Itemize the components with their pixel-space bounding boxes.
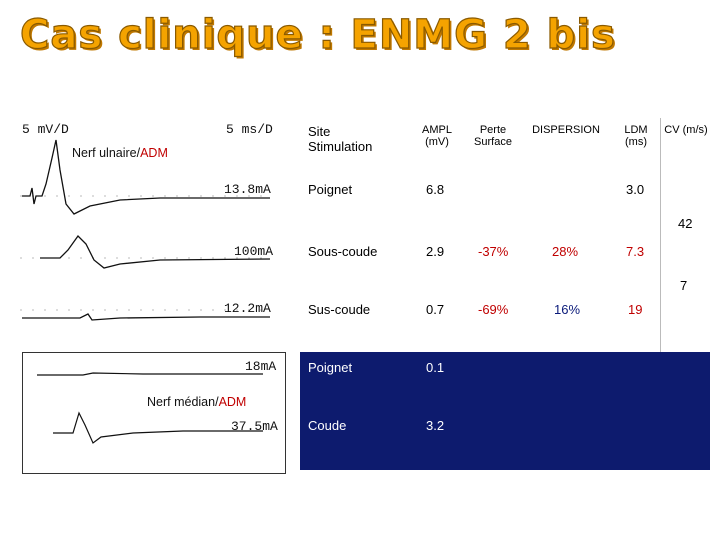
row-3-perte: -69%: [478, 302, 509, 317]
row-5-site: Coude: [308, 418, 347, 433]
row-3-site: Sus-coude: [308, 302, 371, 317]
nerve-ulnar-label: Nerf ulnaire/ADM: [72, 146, 168, 160]
emg-trace-3: [22, 313, 270, 321]
row-1-ampl: 6.8: [426, 182, 445, 197]
header-ldm: LDM (ms): [624, 124, 648, 148]
emg-trace-4: [37, 372, 263, 376]
row-3-ldm: 19: [628, 302, 643, 317]
emg-ulnar-traces: [20, 139, 271, 321]
header-dispersion: DISPERSION: [532, 124, 600, 136]
emg-median-traces: [37, 372, 263, 444]
emg-median-panel: 18mA Nerf médian/ADM 37.5mA: [22, 352, 286, 474]
row-1-ldm: 3.0: [626, 182, 645, 197]
nerve-median-label: Nerf médian/ADM: [147, 395, 247, 409]
row-2-cv: 42: [678, 216, 693, 231]
header-perte: Perte Surface: [474, 124, 512, 148]
row-2-site: Sous-coude: [308, 244, 378, 259]
row-3-dispersion: 16%: [554, 302, 581, 317]
row-4-ampl: 0.1: [426, 360, 445, 375]
current-label-3: 12.2mA: [224, 301, 271, 316]
current-label-4: 18mA: [245, 359, 277, 374]
emg-trace-1: [22, 139, 270, 215]
row-3-ampl: 0.7: [426, 302, 445, 317]
time-scale: 5 ms/D: [226, 122, 273, 137]
header-cv: CV (m/s): [664, 124, 708, 136]
header-ampl: AMPL (mV): [422, 124, 452, 148]
row-2-ldm: 7.3: [626, 244, 645, 259]
current-label-1: 13.8mA: [224, 182, 271, 197]
row-1-site: Poignet: [308, 182, 353, 197]
emg-trace-5: [53, 411, 263, 444]
row-4-site: Poignet: [308, 360, 353, 375]
current-label-5: 37.5mA: [231, 419, 278, 434]
column-divider: [660, 118, 661, 352]
slide-title: Cas clinique : ENMG 2 bis: [19, 11, 616, 58]
header-site: Site Stimulation: [308, 124, 373, 154]
current-label-2: 100mA: [234, 244, 274, 259]
amplitude-scale: 5 mV/D: [22, 122, 69, 137]
row-5-ampl: 3.2: [426, 418, 445, 433]
row-2-dispersion: 28%: [552, 244, 579, 259]
emg-trace-2: [40, 234, 271, 269]
row-2-ampl: 2.9: [426, 244, 445, 259]
row-2-perte: -37%: [478, 244, 509, 259]
row-3-cv: 7: [680, 278, 688, 293]
median-section-background: [300, 352, 710, 470]
emg-ulnar-panel: 5 mV/D 5 ms/D Nerf ulnaire/ADM 13.8mA 10…: [20, 118, 280, 333]
